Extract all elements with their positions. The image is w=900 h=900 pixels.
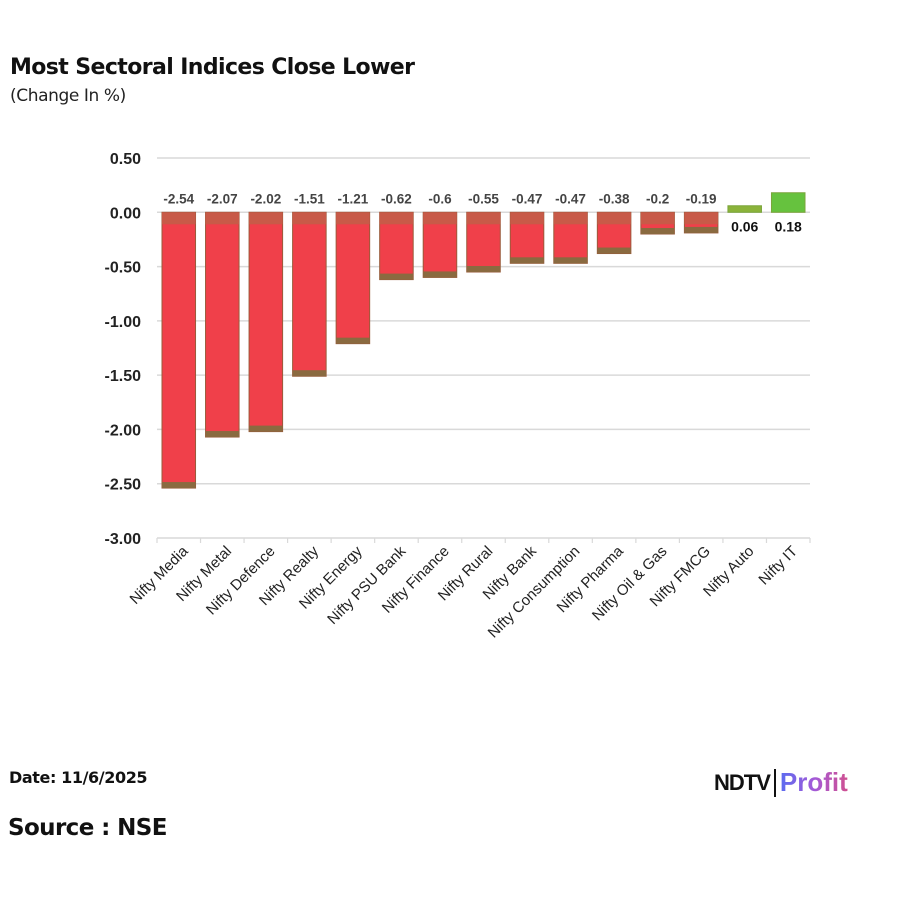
bar-bottom-shade <box>684 226 718 233</box>
data-label: -0.47 <box>555 191 586 206</box>
data-label: 0.06 <box>731 218 758 234</box>
data-label: -0.47 <box>512 191 543 206</box>
bar-top-shade <box>205 212 240 225</box>
data-label: -1.21 <box>338 191 369 206</box>
bar-bottom-shade <box>553 257 588 264</box>
bar-bottom-shade <box>292 370 327 377</box>
bar <box>205 211 240 438</box>
ndtv-profit-logo: NDTV Profit <box>714 767 848 798</box>
bar-top-shade <box>640 212 675 225</box>
bar <box>335 211 371 345</box>
logo-profit: Profit <box>779 767 848 797</box>
y-tick-label: -0.50 <box>105 260 142 277</box>
bar-bottom-shade <box>640 228 675 234</box>
bar-top-shade <box>336 212 370 225</box>
y-tick-label: -2.50 <box>105 477 142 494</box>
bar-top-shade <box>510 212 544 225</box>
data-label: 0.18 <box>775 218 802 234</box>
y-tick-label: -2.00 <box>105 422 142 439</box>
bar-bottom-shade <box>379 273 414 280</box>
bar <box>292 211 327 377</box>
bar-bottom-shade <box>205 431 240 438</box>
x-category-label: Nifty PSU Bank <box>324 542 409 627</box>
chart-subtitle: (Change In %) <box>10 86 126 106</box>
bar-bottom-shade <box>510 257 544 264</box>
logo-ndtv: NDTV <box>714 769 771 795</box>
bar-top-shade <box>162 212 196 225</box>
bar <box>770 192 806 213</box>
bar-top-shade <box>379 212 414 225</box>
data-label: -1.51 <box>294 191 325 206</box>
bar <box>248 211 284 433</box>
bar-top-shade <box>423 212 457 225</box>
data-label: -0.55 <box>468 191 499 206</box>
data-label: -0.6 <box>428 191 452 206</box>
data-label: -2.02 <box>250 191 281 206</box>
bar <box>161 211 197 489</box>
source-label: Source : NSE <box>8 815 167 841</box>
bar-bottom-shade <box>336 337 370 344</box>
bar-bottom-shade <box>466 266 501 272</box>
bar-bottom-shade <box>597 247 631 254</box>
data-label: -0.2 <box>646 191 669 206</box>
data-label: -0.62 <box>381 191 412 206</box>
y-tick-label: -3.00 <box>105 531 142 548</box>
bar <box>727 205 762 213</box>
bars <box>161 192 806 489</box>
bar-bottom-shade <box>249 425 283 432</box>
bar-bottom-shade <box>423 271 457 278</box>
bar-top-shade <box>597 212 631 225</box>
data-labels: -2.54 -2.07 -2.02 -1.51 -1.21 -0.62 -0.6 -0.55-… <box>163 191 802 234</box>
bar-top-shade <box>684 212 718 225</box>
y-axis: 0.50 0.00 -0.50 -1.00 -1.50 -2.00 -2.50 -3.00 <box>105 151 142 548</box>
data-label: -0.38 <box>599 191 630 206</box>
bar-bottom-shade <box>162 482 196 489</box>
y-tick-label: 0.50 <box>110 151 141 168</box>
bar-chart: 0.50 0.00 -0.50 -1.00 -1.50 -2.00 -2.50 -3.00 -… <box>105 151 811 641</box>
x-category-label: Nifty IT <box>755 543 801 589</box>
y-tick-label: 0.00 <box>110 205 141 222</box>
y-tick-label: -1.00 <box>105 314 142 331</box>
data-label: -2.54 <box>163 191 194 206</box>
y-tick-label: -1.50 <box>105 368 142 385</box>
bar-top-shade <box>466 212 501 225</box>
date-label: Date: 11/6/2025 <box>9 768 148 787</box>
bar-top-shade <box>249 212 283 225</box>
data-label: -2.07 <box>207 191 238 206</box>
x-category-label: Nifty Oil & Gas <box>589 543 671 625</box>
chart-title: Most Sectoral Indices Close Lower <box>10 55 415 80</box>
logo-divider <box>773 768 776 797</box>
data-label: -0.19 <box>686 191 717 206</box>
bar-top-shade <box>553 212 588 225</box>
bar-top-shade <box>292 212 327 225</box>
